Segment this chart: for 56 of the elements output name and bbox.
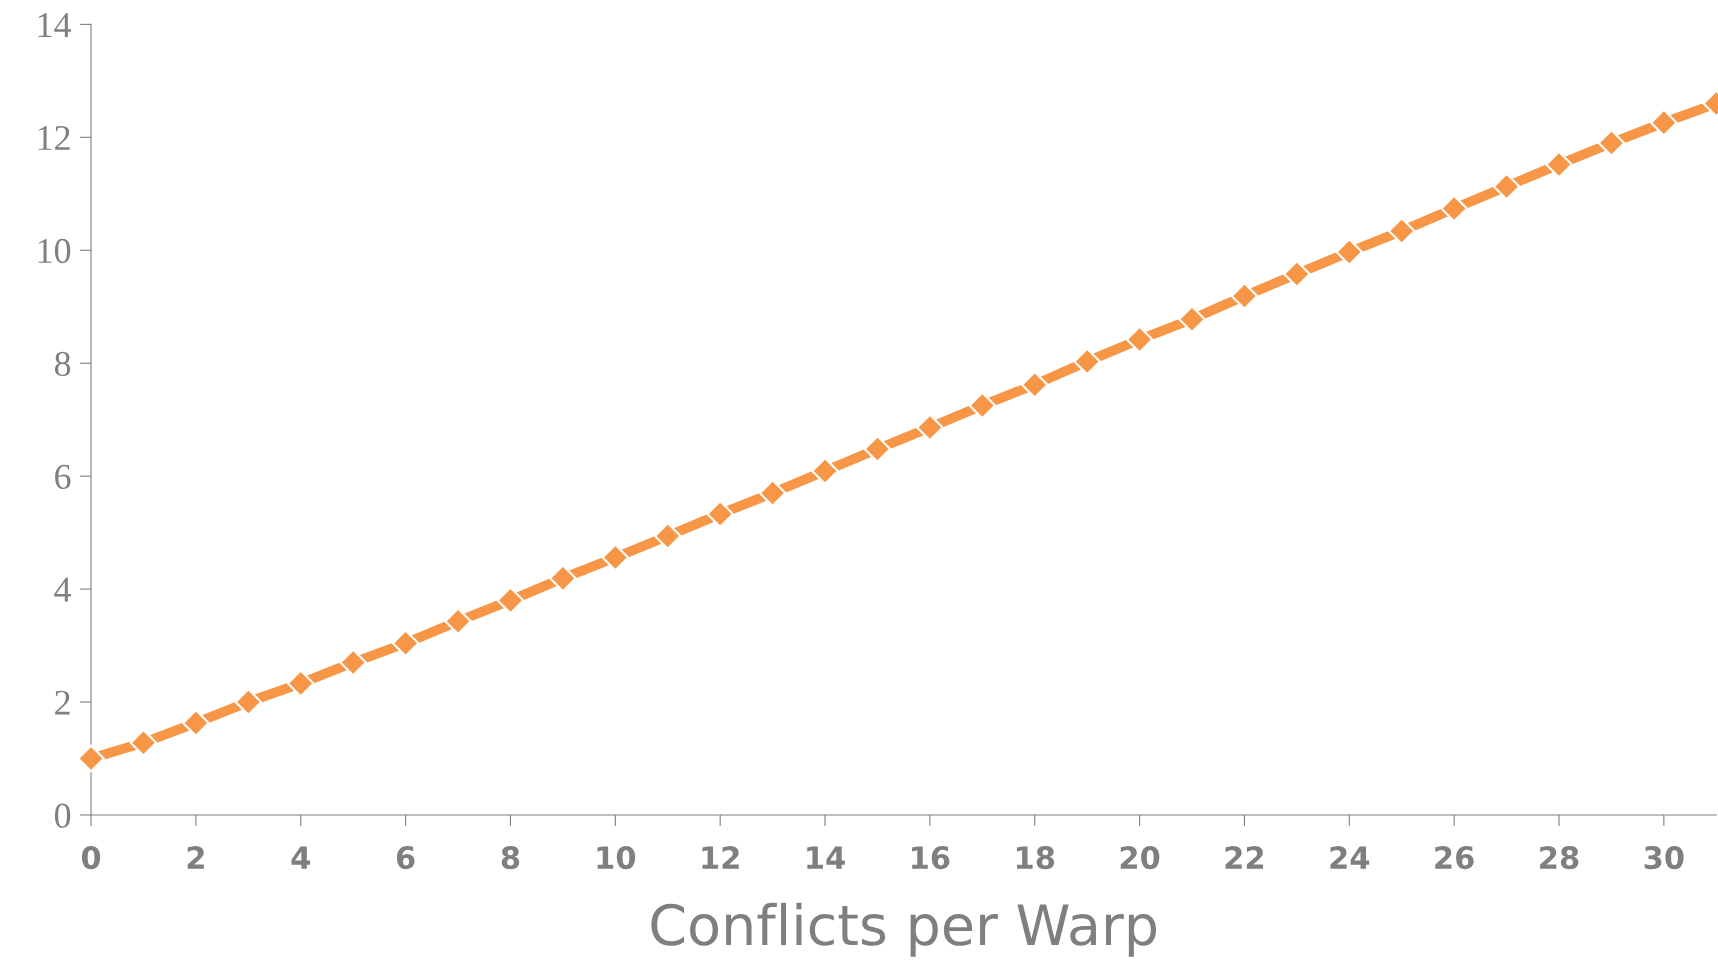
- point: [1020, 370, 1049, 399]
- point: [653, 522, 682, 550]
- x-tick-label: 12: [702, 846, 739, 869]
- y-tick-label: 6: [55, 464, 71, 490]
- point: [129, 728, 158, 757]
- x-tick-label: 28: [1540, 846, 1579, 870]
- x-tick-label: 16: [912, 846, 950, 870]
- point: [601, 543, 630, 572]
- x-tick-label: 18: [1016, 846, 1055, 870]
- x-tick-label: 10: [597, 846, 636, 870]
- y-tick-label: 12: [38, 125, 70, 150]
- y-tick-label: 8: [54, 351, 71, 377]
- x-tick-label: 30: [1644, 846, 1684, 870]
- point: [77, 744, 105, 773]
- point: [1335, 238, 1364, 266]
- y-tick-label: 14: [38, 13, 72, 37]
- point: [968, 391, 997, 420]
- x-tick-label: 2: [187, 846, 204, 869]
- point: [1125, 325, 1154, 354]
- point: [1283, 260, 1311, 288]
- point: [496, 586, 525, 615]
- y-tick-label: 2: [55, 690, 70, 715]
- point: [1073, 347, 1101, 376]
- x-tick-label: 8: [501, 846, 520, 870]
- point: [444, 607, 472, 636]
- point: [391, 629, 420, 658]
- point: [1492, 172, 1521, 201]
- point: [1650, 108, 1678, 137]
- x-tick-label: 4: [291, 846, 310, 869]
- x-axis-title: Conflicts per Warp: [651, 902, 1157, 957]
- point: [1597, 129, 1626, 157]
- point: [286, 669, 315, 698]
- point: [863, 435, 892, 463]
- x-tick-label: 22: [1225, 846, 1264, 869]
- point: [234, 688, 263, 716]
- point: [1178, 305, 1206, 333]
- point: [916, 413, 944, 442]
- point: [549, 564, 577, 593]
- point: [1545, 150, 1573, 179]
- x-tick-label: 0: [81, 846, 101, 870]
- x-tick-label: 6: [396, 846, 415, 870]
- x-tick-label: 26: [1435, 846, 1474, 870]
- x-tick-label: 24: [1330, 846, 1370, 869]
- point: [706, 500, 734, 528]
- point: [1387, 217, 1416, 245]
- x-tick-label: 14: [807, 846, 845, 869]
- y-tick-label: 10: [38, 238, 71, 264]
- point: [1440, 194, 1468, 223]
- point: [182, 709, 210, 737]
- y-tick-label: 0: [54, 803, 71, 828]
- x-tick-label: 20: [1120, 846, 1160, 870]
- point: [339, 648, 367, 677]
- point: [811, 457, 839, 485]
- point: [1230, 282, 1259, 310]
- y-tick-label: 4: [54, 577, 72, 602]
- point: [758, 479, 787, 507]
